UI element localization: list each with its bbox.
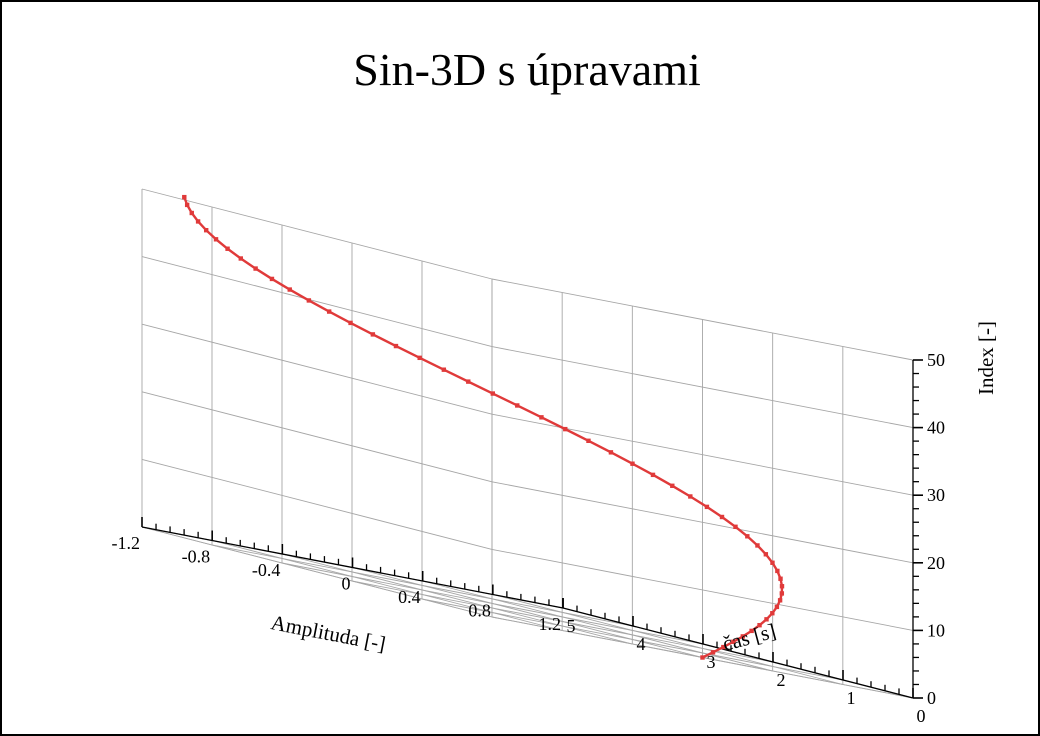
z-tick-label: 20 [927, 553, 945, 573]
series-marker [770, 611, 775, 616]
left-wall-grid-line [141, 458, 493, 550]
y-tick-label: 2 [777, 670, 786, 690]
floor-grid-line [492, 594, 843, 685]
series-marker [770, 560, 775, 565]
series-marker [466, 379, 471, 384]
series-marker [326, 309, 332, 314]
series-marker [348, 320, 353, 326]
series-marker [670, 483, 675, 488]
series-marker [778, 576, 783, 581]
series-marker [393, 343, 399, 349]
series-marker [515, 403, 520, 408]
series-marker [563, 426, 568, 432]
series-marker [203, 228, 209, 233]
z-axis-title: Index [-] [974, 321, 998, 395]
series-marker [287, 287, 292, 292]
series-marker [253, 266, 258, 271]
series-marker [719, 514, 725, 520]
z-tick-label: 50 [927, 350, 945, 370]
series-marker [586, 438, 591, 444]
series-marker [688, 494, 693, 499]
z-tick-label: 10 [927, 620, 945, 640]
series-marker [763, 552, 769, 557]
series-marker [306, 298, 312, 303]
series-marker [539, 415, 544, 420]
series-marker [755, 543, 760, 548]
back-wall-grid-line [491, 548, 914, 631]
series-marker [774, 604, 780, 610]
back-wall-grid-line [491, 346, 914, 429]
series-marker [490, 391, 495, 396]
floor-grid-line [282, 553, 633, 645]
series-marker [417, 355, 422, 361]
back-wall-grid-line [491, 278, 914, 361]
series-marker [704, 504, 710, 510]
left-wall-grid-line [141, 256, 493, 348]
series-marker [757, 622, 762, 628]
series-marker [441, 367, 447, 372]
series-marker [740, 634, 746, 639]
series-marker [184, 202, 190, 208]
series-marker [195, 219, 201, 224]
series-marker [189, 210, 194, 216]
z-tick-label: 40 [927, 418, 945, 438]
series-marker [370, 332, 376, 337]
series-marker [745, 534, 750, 539]
chart-title: Sin-3D s úpravami [353, 44, 701, 95]
y-axis-line [562, 607, 914, 699]
x-tick-label: 0.4 [398, 587, 421, 607]
x-tick-label: -1.2 [112, 533, 141, 553]
series-marker [225, 246, 230, 251]
series-marker [700, 655, 705, 660]
series-layer [182, 194, 785, 660]
left-wall-grid-line [141, 391, 493, 483]
series-marker [650, 472, 656, 478]
series-marker [213, 237, 219, 242]
series-marker [775, 568, 780, 574]
series-marker [764, 617, 769, 622]
x-tick-label: -0.8 [182, 547, 211, 567]
series-marker [238, 256, 243, 261]
floor-grid-line [422, 580, 773, 672]
series-marker [779, 591, 785, 596]
x-tick-label: 1.2 [539, 614, 562, 634]
left-wall-grid-line [141, 526, 493, 618]
series-marker [733, 524, 738, 529]
y-tick-label: 5 [567, 616, 576, 636]
series-marker [749, 628, 754, 634]
y-tick-label: 0 [917, 706, 926, 726]
y-tick-label: 4 [637, 634, 646, 654]
z-tick-label: 0 [927, 688, 936, 708]
back-wall-grid-line [491, 481, 914, 564]
series-marker [777, 598, 783, 603]
series-marker [779, 584, 785, 589]
series-marker [721, 644, 726, 650]
y-tick-label: 3 [707, 652, 716, 672]
x-tick-label: -0.4 [252, 560, 281, 580]
x-tick-label: 0.8 [468, 601, 491, 621]
x-tick-label: 0 [342, 574, 351, 594]
series-marker [630, 461, 635, 466]
left-wall-grid-line [141, 323, 493, 415]
floor-grid-line [352, 567, 703, 658]
left-wall-grid-line [141, 188, 493, 280]
series-marker [182, 194, 187, 200]
series-marker [710, 650, 716, 655]
series-marker [269, 276, 275, 282]
series-marker [731, 639, 736, 644]
z-tick-label: 30 [927, 485, 945, 505]
floor-grid-line [212, 540, 563, 631]
series-marker [608, 450, 614, 455]
y-tick-label: 1 [847, 688, 856, 708]
